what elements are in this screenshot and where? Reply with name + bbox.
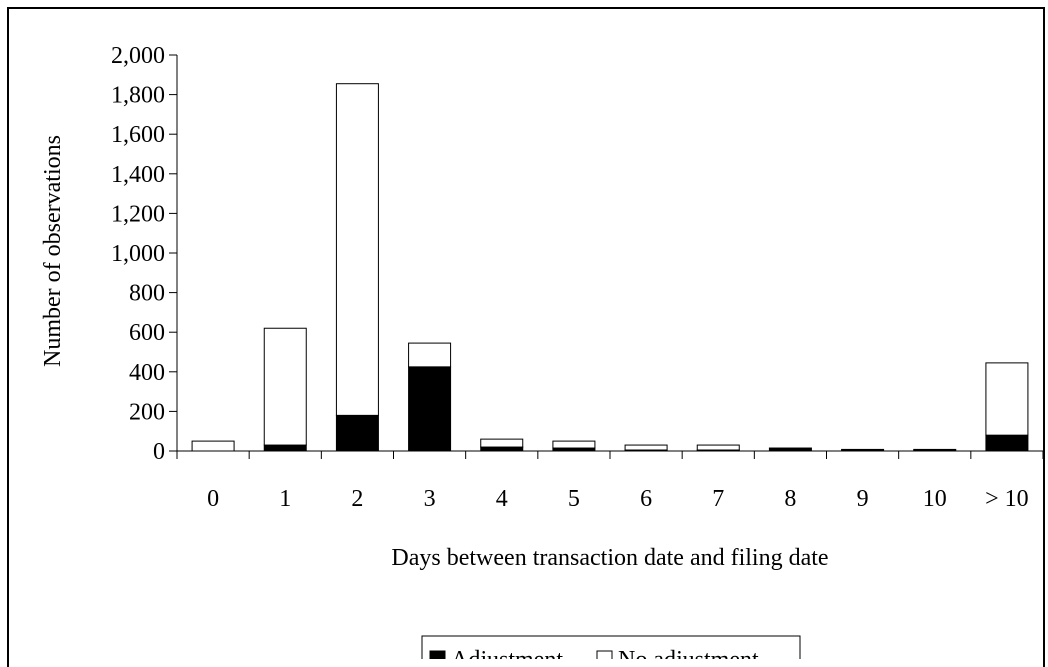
x-tick-label: 6 [640, 486, 652, 512]
bar-adjustment [480, 446, 524, 452]
x-axis-ticks: 0 1 2 3 4 5 6 7 8 9 10 > 10 [176, 451, 1044, 512]
bar-adjustment [263, 444, 307, 452]
y-axis-title: Number of observations [40, 135, 66, 367]
y-tick-label: 2,000 [111, 43, 165, 69]
y-axis-ticks: 0 200 400 600 800 1,000 1,200 1,400 1,600 1,800 2,… [111, 43, 177, 465]
legend: Adjustment No adjustment [421, 635, 801, 659]
x-tick-label: 1 [279, 486, 291, 512]
x-tick-label: > 10 [985, 486, 1029, 512]
x-tick-label: 9 [857, 486, 869, 512]
legend-label-no-adjustment: No adjustment [618, 647, 759, 659]
bar-no-adjustment [191, 440, 235, 452]
bar-no-adjustment [985, 362, 1029, 436]
bar-no-adjustment [263, 327, 307, 446]
bar-no-adjustment [696, 444, 740, 451]
bars [191, 83, 1029, 452]
x-tick-label: 2 [351, 486, 363, 512]
y-tick-label: 1,000 [111, 241, 165, 267]
x-tick-label: 7 [712, 486, 724, 512]
legend-label-adjustment: Adjustment [451, 647, 563, 659]
legend-box [421, 635, 801, 659]
y-tick-label: 800 [129, 281, 165, 307]
x-tick-label: 0 [207, 486, 219, 512]
x-tick-label: 8 [784, 486, 796, 512]
legend-swatch-no-adjustment [596, 650, 613, 659]
legend-swatch-adjustment [429, 650, 446, 659]
bar-adjustment [335, 414, 379, 452]
y-tick-label: 200 [129, 399, 165, 425]
bar-no-adjustment [552, 440, 596, 449]
y-tick-label: 400 [129, 360, 165, 386]
bar-no-adjustment [480, 438, 524, 448]
bar-no-adjustment [408, 342, 452, 368]
y-tick-label: 1,600 [111, 122, 165, 148]
x-tick-label: 3 [424, 486, 436, 512]
x-axis-title: Days between transaction date and filing… [391, 545, 828, 571]
y-tick-label: 1,400 [111, 162, 165, 188]
y-tick-label: 1,800 [111, 83, 165, 109]
bar-adjustment [985, 434, 1029, 452]
bar-no-adjustment [335, 83, 379, 416]
y-tick-label: 1,200 [111, 201, 165, 227]
bar-adjustment [408, 366, 452, 452]
chart-frame [7, 7, 1045, 667]
x-tick-label: 10 [923, 486, 947, 512]
y-tick-label: 0 [153, 439, 165, 465]
x-tick-label: 4 [496, 486, 508, 512]
y-tick-label: 600 [129, 320, 165, 346]
x-tick-label: 5 [568, 486, 580, 512]
bar-no-adjustment [624, 444, 668, 451]
